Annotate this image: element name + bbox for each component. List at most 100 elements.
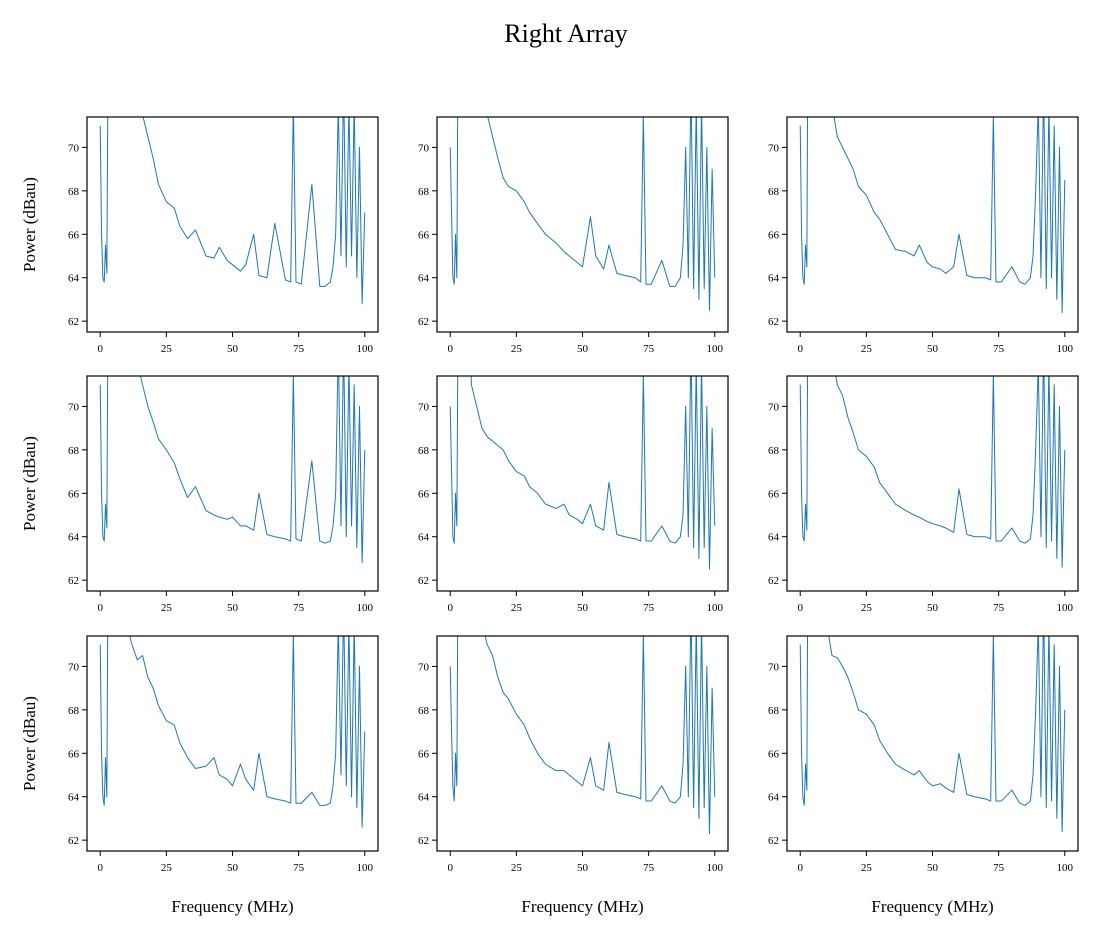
data-line xyxy=(99,636,366,828)
y-tick-label: 62 xyxy=(418,835,429,847)
y-tick-label: 62 xyxy=(418,316,429,328)
y-tick-label: 66 xyxy=(418,229,430,241)
x-tick-label: 100 xyxy=(707,343,724,355)
y-tick-label: 68 xyxy=(418,186,430,198)
y-tick-label: 70 xyxy=(68,401,80,413)
y-tick-label: 66 xyxy=(68,488,80,500)
x-tick-label: 25 xyxy=(161,343,173,355)
x-tick-label: 50 xyxy=(227,602,239,614)
y-tick-label: 64 xyxy=(768,792,780,804)
x-tick-label: 75 xyxy=(293,602,305,614)
x-tick-label: 75 xyxy=(643,602,655,614)
y-tick-label: 70 xyxy=(418,142,430,154)
x-tick-label: 0 xyxy=(97,343,103,355)
y-tick-label: 68 xyxy=(768,445,780,457)
y-tick-label: 62 xyxy=(68,316,79,328)
x-tick-label: 100 xyxy=(357,862,374,874)
x-tick-label: 0 xyxy=(97,602,103,614)
y-tick-label: 70 xyxy=(418,401,430,413)
y-tick-label: 70 xyxy=(768,661,780,673)
x-tick-label: 100 xyxy=(357,602,374,614)
x-tick-label: 25 xyxy=(161,862,173,874)
y-axis-label: Power (dBau) xyxy=(20,696,39,791)
data-line xyxy=(799,117,1066,313)
y-tick-label: 64 xyxy=(768,273,780,285)
data-line xyxy=(99,376,366,564)
x-tick-label: 0 xyxy=(447,343,453,355)
y-tick-label: 62 xyxy=(768,575,779,587)
x-tick-label: 25 xyxy=(511,602,523,614)
x-tick-label: 0 xyxy=(797,862,803,874)
x-tick-label: 75 xyxy=(993,602,1005,614)
y-tick-label: 70 xyxy=(68,142,80,154)
x-tick-label: 100 xyxy=(357,343,374,355)
y-tick-label: 64 xyxy=(68,273,80,285)
x-tick-label: 0 xyxy=(447,862,453,874)
x-tick-label: 50 xyxy=(577,343,589,355)
subplot: 0 25 50 75 100 62 64 66 68 70 Frequency (MHz) xyxy=(768,635,1079,916)
y-tick-label: 64 xyxy=(768,532,780,544)
x-tick-label: 25 xyxy=(861,343,873,355)
x-tick-label: 0 xyxy=(447,602,453,614)
subplot: 0 25 50 75 100 62 64 66 68 70 xyxy=(768,375,1079,614)
x-tick-label: 0 xyxy=(97,862,103,874)
x-tick-label: 75 xyxy=(293,862,305,874)
subplot: 0 25 50 75 100 62 64 66 68 70 Power (dBau) xyxy=(20,375,379,614)
y-tick-label: 70 xyxy=(68,661,80,673)
y-tick-label: 70 xyxy=(768,401,780,413)
y-tick-label: 62 xyxy=(768,835,779,847)
x-tick-label: 75 xyxy=(993,343,1005,355)
data-line xyxy=(99,117,366,305)
y-tick-label: 68 xyxy=(768,705,780,717)
x-tick-label: 50 xyxy=(577,862,589,874)
x-tick-label: 100 xyxy=(1057,343,1074,355)
x-tick-label: 75 xyxy=(643,862,655,874)
y-tick-label: 68 xyxy=(768,186,780,198)
x-tick-label: 50 xyxy=(577,602,589,614)
subplot: 0 25 50 75 100 62 64 66 68 70 xyxy=(418,375,729,614)
x-tick-label: 100 xyxy=(707,602,724,614)
y-tick-label: 68 xyxy=(418,445,430,457)
y-tick-label: 64 xyxy=(418,532,430,544)
y-tick-label: 64 xyxy=(418,273,430,285)
x-axis-label: Frequency (MHz) xyxy=(521,897,643,916)
x-tick-label: 25 xyxy=(861,862,873,874)
y-tick-label: 62 xyxy=(68,575,79,587)
x-axis-label: Frequency (MHz) xyxy=(871,897,993,916)
y-tick-label: 64 xyxy=(418,792,430,804)
data-line xyxy=(449,376,716,570)
x-tick-label: 50 xyxy=(227,862,239,874)
y-axis-label: Power (dBau) xyxy=(20,177,39,272)
subplot: 0 25 50 75 100 62 64 66 68 70 xyxy=(768,116,1079,355)
y-tick-label: 68 xyxy=(68,705,80,717)
x-axis-label: Frequency (MHz) xyxy=(171,897,293,916)
y-axis-label: Power (dBau) xyxy=(20,436,39,531)
x-tick-label: 75 xyxy=(643,343,655,355)
y-tick-label: 66 xyxy=(768,488,780,500)
data-line xyxy=(799,636,1066,832)
y-tick-label: 66 xyxy=(768,748,780,760)
y-tick-label: 70 xyxy=(418,661,430,673)
y-tick-label: 68 xyxy=(418,705,430,717)
subplot: 0 25 50 75 100 62 64 66 68 70 Power (dBau) Frequenc… xyxy=(20,635,379,916)
x-tick-label: 25 xyxy=(511,862,523,874)
data-line xyxy=(799,376,1066,568)
x-tick-label: 50 xyxy=(927,602,939,614)
y-tick-label: 66 xyxy=(68,748,80,760)
x-tick-label: 100 xyxy=(1057,602,1074,614)
subplot: 0 25 50 75 100 62 64 66 68 70 Frequency (MHz) xyxy=(418,635,729,916)
x-tick-label: 0 xyxy=(797,602,803,614)
x-tick-label: 75 xyxy=(993,862,1005,874)
y-tick-label: 62 xyxy=(68,835,79,847)
x-tick-label: 100 xyxy=(707,862,724,874)
subplot: 0 25 50 75 100 62 64 66 68 70 xyxy=(418,116,729,355)
data-line xyxy=(449,636,716,835)
x-tick-label: 25 xyxy=(161,602,173,614)
y-tick-label: 66 xyxy=(768,229,780,241)
x-tick-label: 25 xyxy=(511,343,523,355)
y-tick-label: 68 xyxy=(68,186,80,198)
y-tick-label: 66 xyxy=(418,488,430,500)
x-tick-label: 50 xyxy=(927,862,939,874)
